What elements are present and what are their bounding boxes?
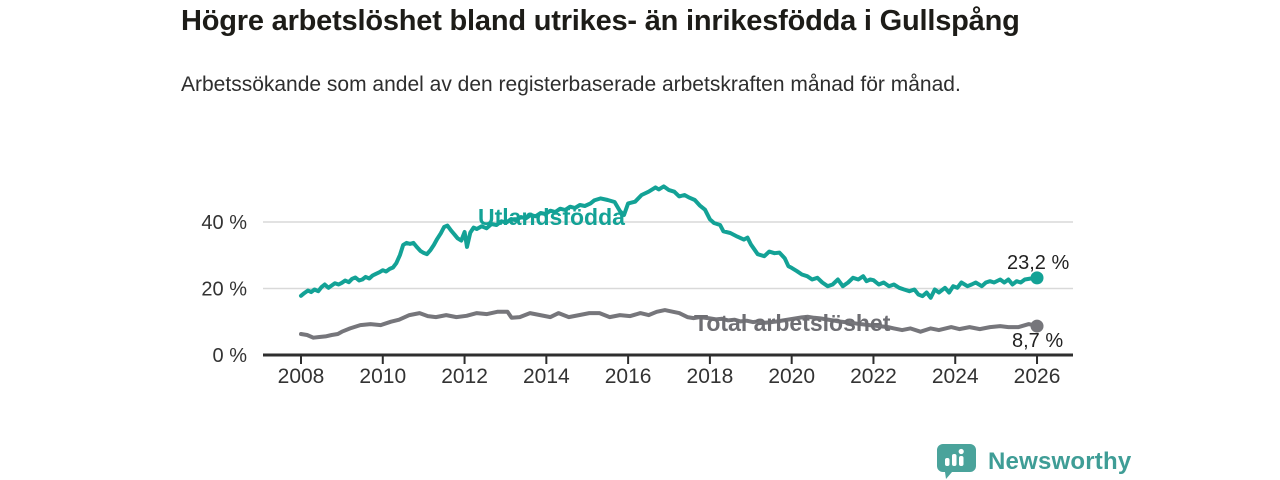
x-axis-tick-label: 2020 bbox=[768, 365, 815, 388]
series-line-total bbox=[299, 308, 1039, 340]
x-axis-tick-label: 2018 bbox=[687, 365, 734, 388]
x-axis-tick-label: 2016 bbox=[605, 365, 652, 388]
newsworthy-brand: Newsworthy bbox=[936, 443, 1131, 480]
bar-chart-speech-bubble-icon bbox=[937, 444, 976, 479]
brand-name: Newsworthy bbox=[988, 447, 1132, 475]
y-axis-tick-label: 40 % bbox=[201, 212, 247, 234]
x-axis-tick-label: 2014 bbox=[523, 365, 570, 388]
chart-subtitle: Arbetssökande som andel av den registerb… bbox=[181, 73, 961, 96]
series-line-utlandsfodda bbox=[299, 184, 1039, 300]
page-title: Högre arbetslöshet bland utrikes- än inr… bbox=[181, 5, 1020, 37]
y-axis-tick-label: 20 % bbox=[201, 278, 247, 300]
x-axis-tick-label: 2010 bbox=[359, 365, 406, 388]
series-label-utlandsfodda: Utlandsfödda bbox=[478, 204, 625, 230]
y-axis-tick-label: 0 % bbox=[213, 345, 248, 367]
series-end-dot-total bbox=[1030, 319, 1044, 333]
x-axis-tick-label: 2026 bbox=[1014, 365, 1061, 388]
x-axis-tick-label: 2008 bbox=[278, 365, 325, 388]
end-value-label-total: 8,7 % bbox=[1012, 330, 1064, 352]
series-end-dot-utlandsfodda bbox=[1030, 271, 1044, 285]
series-label-total-arbetsloshet: Total arbetslöshet bbox=[694, 310, 891, 336]
end-value-label-utlandsfodda: 23,2 % bbox=[1007, 252, 1070, 274]
x-axis-tick-label: 2024 bbox=[932, 365, 979, 388]
x-axis-tick-label: 2022 bbox=[850, 365, 897, 388]
x-axis-tick-label: 2012 bbox=[441, 365, 488, 388]
